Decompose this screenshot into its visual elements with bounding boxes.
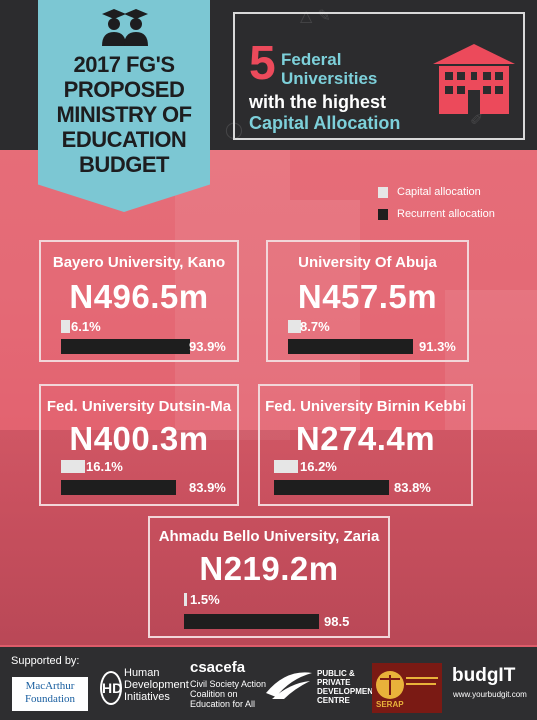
university-name: University Of Abuja xyxy=(298,254,437,271)
title-line: BUDGET xyxy=(79,152,169,177)
macarthur-logo[interactable]: MacArthur Foundation xyxy=(12,677,88,711)
university-name: Fed. University Dutsin-Ma xyxy=(46,398,232,415)
hdi-logo-icon: HD xyxy=(100,671,122,705)
legend: Capital allocation Recurrent allocation xyxy=(378,182,495,226)
university-card: Fed. University Birnin Kebbi N274.4m 16.… xyxy=(258,384,473,506)
title-line: PROPOSED xyxy=(63,77,185,102)
allocation-amount: N400.3m xyxy=(69,420,209,457)
recurrent-percent: 91.3% xyxy=(419,339,456,354)
university-name: Ahmadu Bello University, Zaria xyxy=(158,528,380,545)
capital-percent: 1.5% xyxy=(190,592,220,607)
capital-percent: 16.2% xyxy=(300,459,337,474)
title-banner: 2017 FG'S PROPOSED MINISTRY OF EDUCATION… xyxy=(38,0,210,212)
title-line: MINISTRY OF xyxy=(56,102,192,127)
capital-percent: 6.1% xyxy=(71,319,101,334)
recurrent-bar xyxy=(61,339,190,354)
budgit-url[interactable]: www.yourbudgit.com xyxy=(453,690,527,699)
headline-line: with the highest xyxy=(249,92,386,112)
recurrent-bar xyxy=(288,339,414,354)
graduates-icon xyxy=(102,9,148,46)
csacefa-fullname: Civil Society Action Coalition on Educat… xyxy=(190,679,267,709)
macarthur-name: MacArthur Foundation xyxy=(24,680,76,705)
legend-label: Capital allocation xyxy=(397,186,481,198)
recurrent-bar xyxy=(61,480,176,495)
allocation-amount: N457.5m xyxy=(297,278,438,315)
legend-label: Recurrent allocation xyxy=(397,208,495,220)
university-building-icon xyxy=(433,44,515,114)
capital-percent: 8.7% xyxy=(300,319,330,334)
university-name: Fed. University Birnin Kebbi xyxy=(265,398,466,415)
university-card: Ahmadu Bello University, Zaria N219.2m 1… xyxy=(148,516,390,638)
ppdc-name[interactable]: PUBLIC & PRIVATE DEVELOPMENT CENTRE xyxy=(317,669,378,705)
university-card: Bayero University, Kano N496.5m 6.1% 93.… xyxy=(39,240,239,362)
serap-scales-icon xyxy=(376,671,438,699)
recurrent-bar xyxy=(274,480,389,495)
serap-logo[interactable]: SERAP xyxy=(372,663,442,713)
capital-bar xyxy=(288,320,302,333)
recurrent-percent: 83.9% xyxy=(189,480,226,495)
csacefa-logo[interactable]: csacefa xyxy=(190,659,246,676)
headline-line: Universities xyxy=(281,69,378,88)
title-line: EDUCATION xyxy=(61,127,187,152)
university-card: University Of Abuja N457.5m 8.7% 91.3% xyxy=(266,240,469,362)
legend-item-capital: Capital allocation xyxy=(378,182,495,202)
capital-bar xyxy=(61,460,86,473)
background-road xyxy=(0,430,537,645)
capital-percent: 16.1% xyxy=(86,459,123,474)
ppdc-swoosh-icon xyxy=(266,672,312,699)
headline-line: Federal xyxy=(281,50,342,69)
capital-bar xyxy=(274,460,299,473)
recurrent-percent: 83.8% xyxy=(394,480,431,495)
chalk-doodle: ✐ xyxy=(470,110,484,129)
recurrent-percent: 93.9% xyxy=(189,339,226,354)
title-line: 2017 FG'S xyxy=(73,52,175,77)
headline-number: 5 xyxy=(249,37,276,90)
capital-swatch xyxy=(378,186,388,198)
footer: Supported by: MacArthur Foundation HD Hu… xyxy=(0,647,537,720)
background-building xyxy=(290,200,360,430)
legend-item-recurrent: Recurrent allocation xyxy=(378,204,495,224)
allocation-amount: N219.2m xyxy=(199,550,339,587)
university-card: Fed. University Dutsin-Ma N400.3m 16.1% … xyxy=(39,384,239,506)
recurrent-percent: 98.5 xyxy=(324,614,350,629)
capital-bar xyxy=(61,320,71,333)
serap-name: SERAP xyxy=(376,700,404,709)
hdi-name[interactable]: Human Development Initiatives xyxy=(124,667,189,703)
allocation-amount: N274.4m xyxy=(295,420,436,457)
chalk-doodle: △ ✎ xyxy=(300,6,331,25)
headline-line: Capital Allocation xyxy=(249,113,401,133)
recurrent-swatch xyxy=(378,208,388,220)
background-building xyxy=(175,150,290,440)
recurrent-bar xyxy=(184,614,319,629)
allocation-amount: N496.5m xyxy=(69,278,209,315)
headline-box: 5 Federal Universities with the highest … xyxy=(233,12,525,140)
budgit-logo[interactable]: budgIT xyxy=(452,665,516,686)
page-title: 2017 FG'S PROPOSED MINISTRY OF EDUCATION… xyxy=(38,52,210,177)
capital-bar xyxy=(184,593,187,606)
university-name: Bayero University, Kano xyxy=(52,254,226,271)
supported-by-label: Supported by: xyxy=(11,655,80,667)
